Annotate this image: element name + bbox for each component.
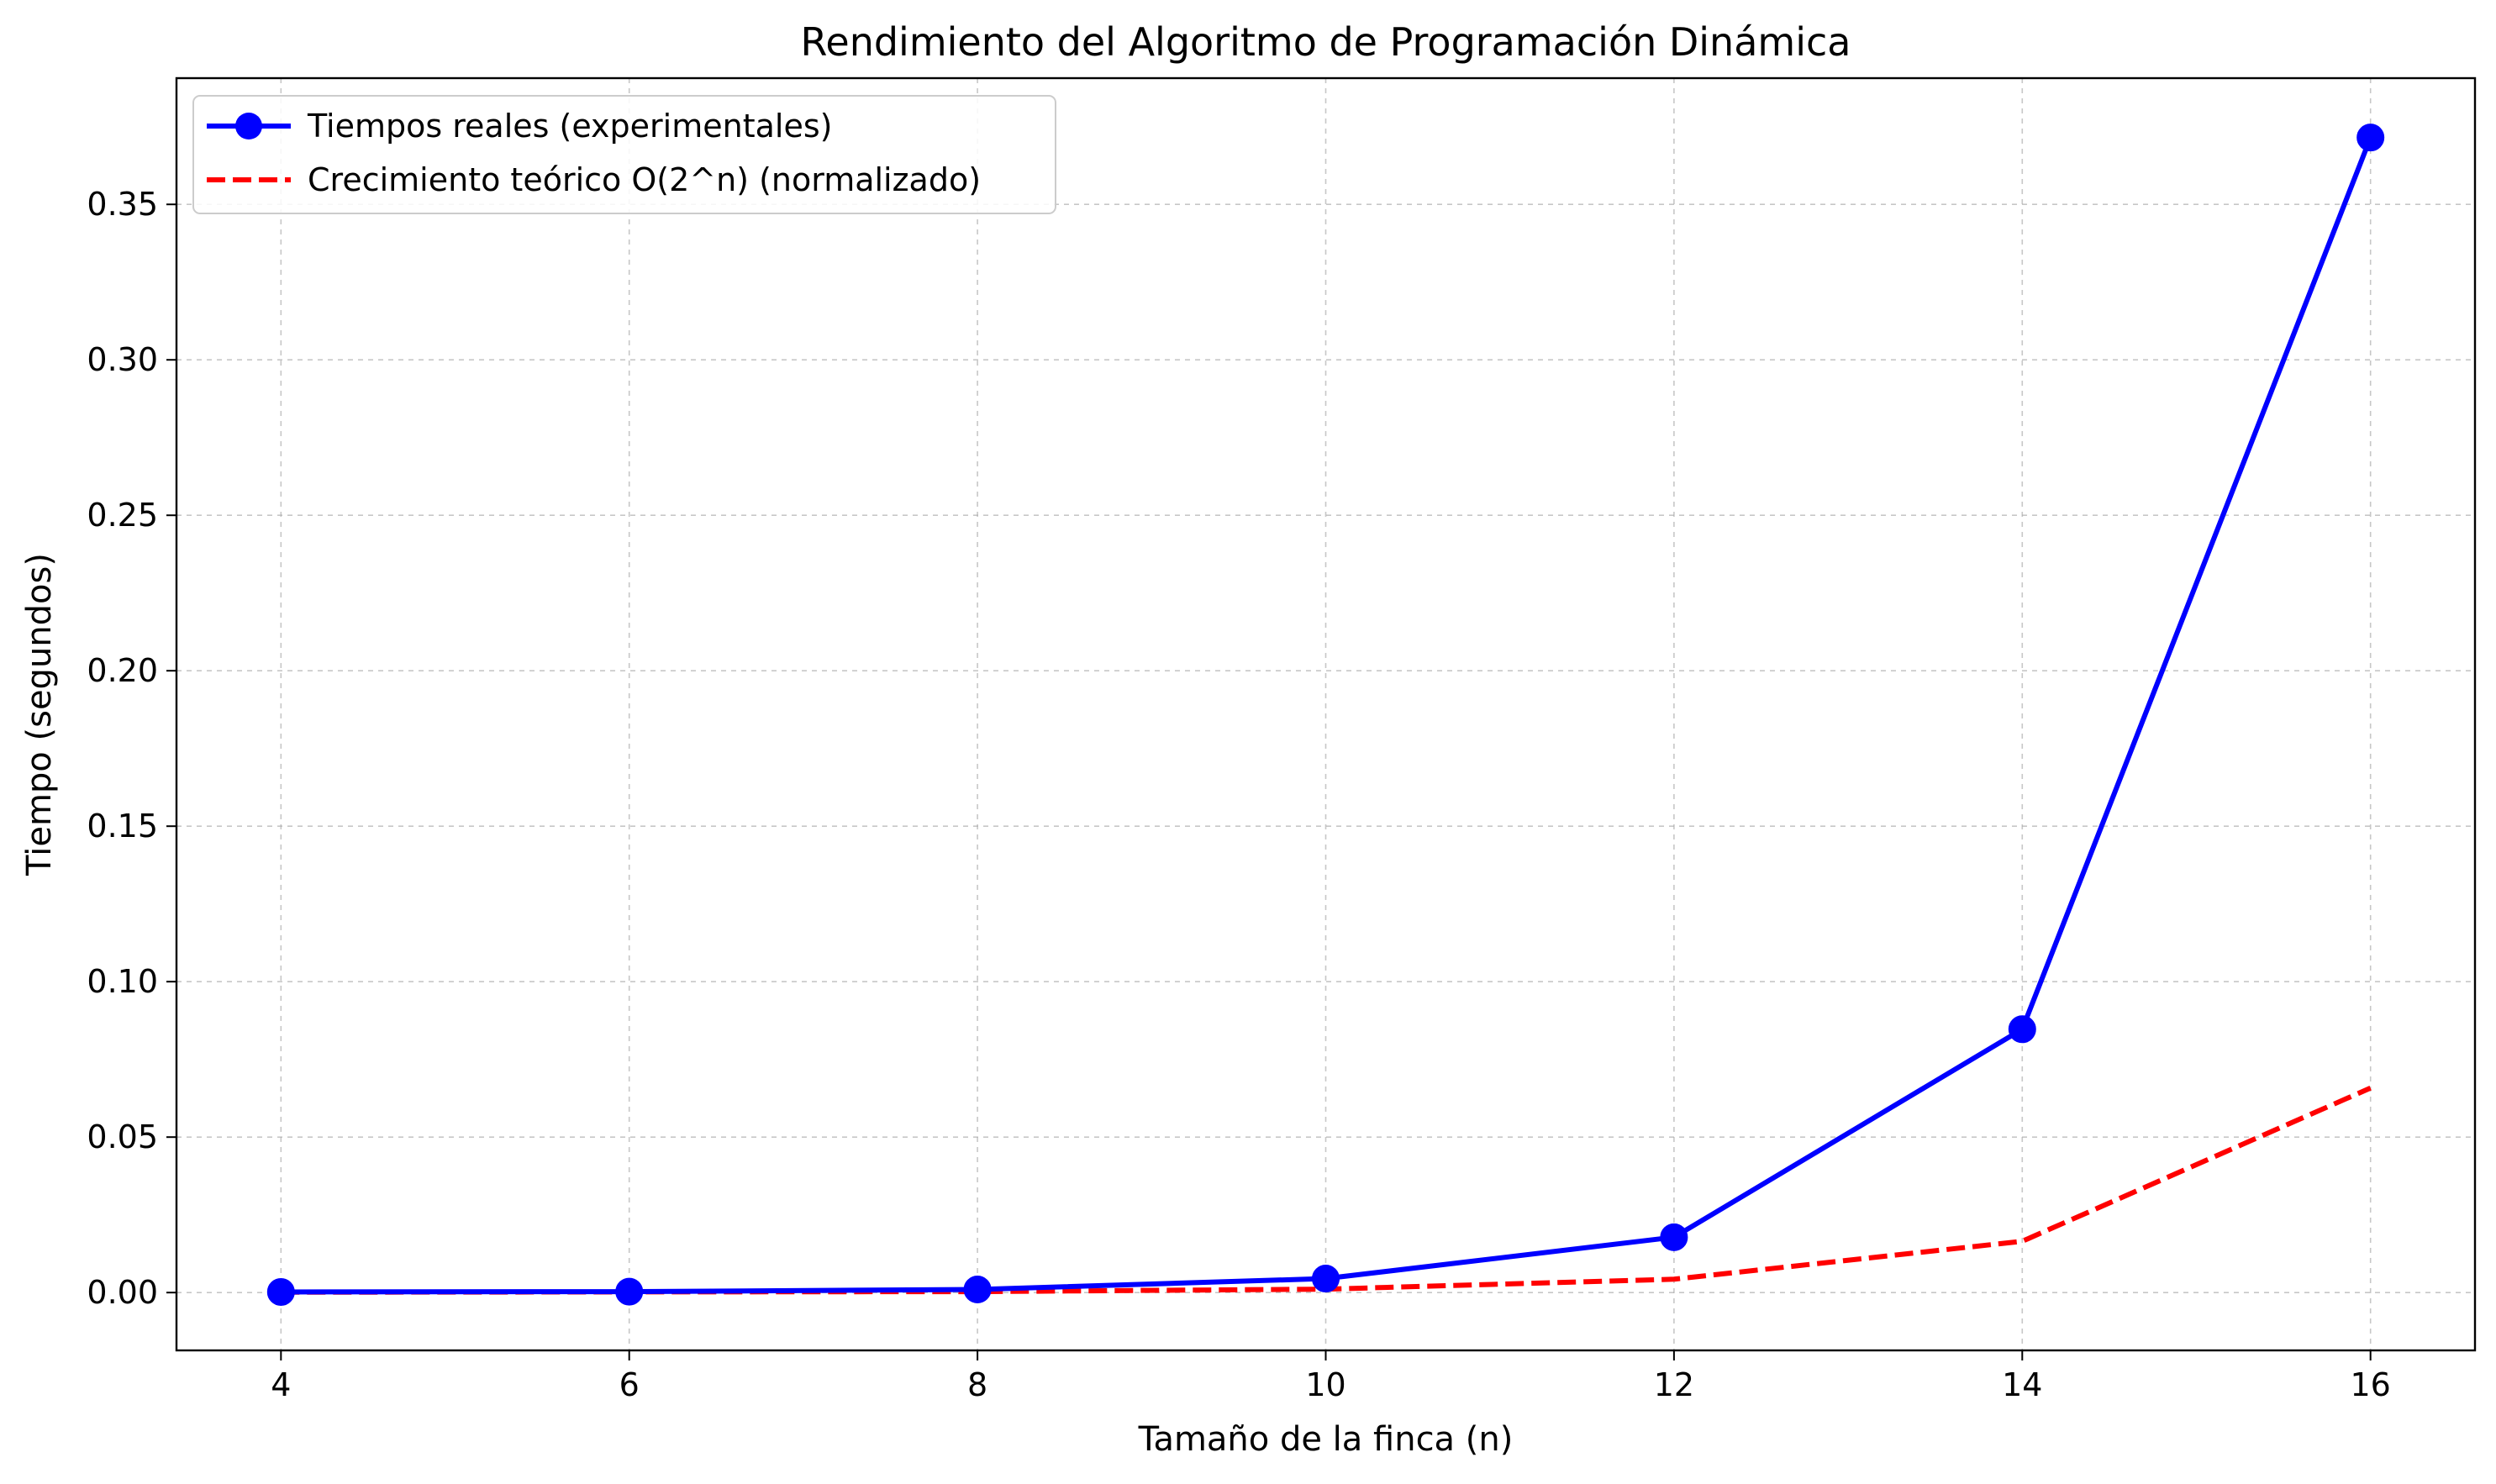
chart-title: Rendimiento del Algoritmo de Programació…	[801, 19, 1851, 65]
data-point	[963, 1275, 992, 1303]
data-point	[1312, 1265, 1340, 1293]
y-tick-label: 0.15	[87, 808, 158, 845]
data-point	[2008, 1015, 2036, 1044]
x-tick-label: 8	[967, 1366, 987, 1403]
legend-label-1: Crecimiento teórico O(2^n) (normalizado)	[308, 161, 981, 198]
y-axis-label: Tiempo (segundos)	[20, 553, 59, 876]
grid	[176, 78, 2475, 1350]
y-tick-label: 0.35	[87, 186, 158, 223]
y-tick-label: 0.30	[87, 341, 158, 378]
x-tick-label: 4	[271, 1366, 291, 1403]
y-tick-label: 0.05	[87, 1118, 158, 1155]
series-layer	[266, 124, 2385, 1306]
data-point	[1660, 1223, 1688, 1251]
y-tick-label: 0.20	[87, 652, 158, 689]
y-tick-label: 0.25	[87, 497, 158, 534]
legend-label-0: Tiempos reales (experimentales)	[307, 108, 832, 145]
x-axis-label: Tamaño de la finca (n)	[1138, 1420, 1514, 1459]
legend-box	[192, 95, 1056, 214]
data-point	[615, 1277, 644, 1306]
legend: Tiempos reales (experimentales) Crecimien…	[192, 95, 1056, 214]
x-tick-label: 12	[1654, 1366, 1694, 1403]
axis-ticks: 4 6 8 10 12 14 16 0.00 0.05 0.10 0.15 0.20 0.25 0.30 0…	[87, 186, 2390, 1403]
legend-marker-0	[235, 113, 262, 139]
data-point	[2356, 124, 2385, 152]
x-tick-label: 10	[1305, 1366, 1345, 1403]
y-tick-label: 0.00	[87, 1274, 158, 1311]
y-tick-label: 0.10	[87, 963, 158, 1000]
x-tick-label: 6	[619, 1366, 640, 1403]
x-tick-label: 16	[2351, 1366, 2391, 1403]
data-point	[266, 1277, 295, 1306]
x-tick-label: 14	[2002, 1366, 2042, 1403]
